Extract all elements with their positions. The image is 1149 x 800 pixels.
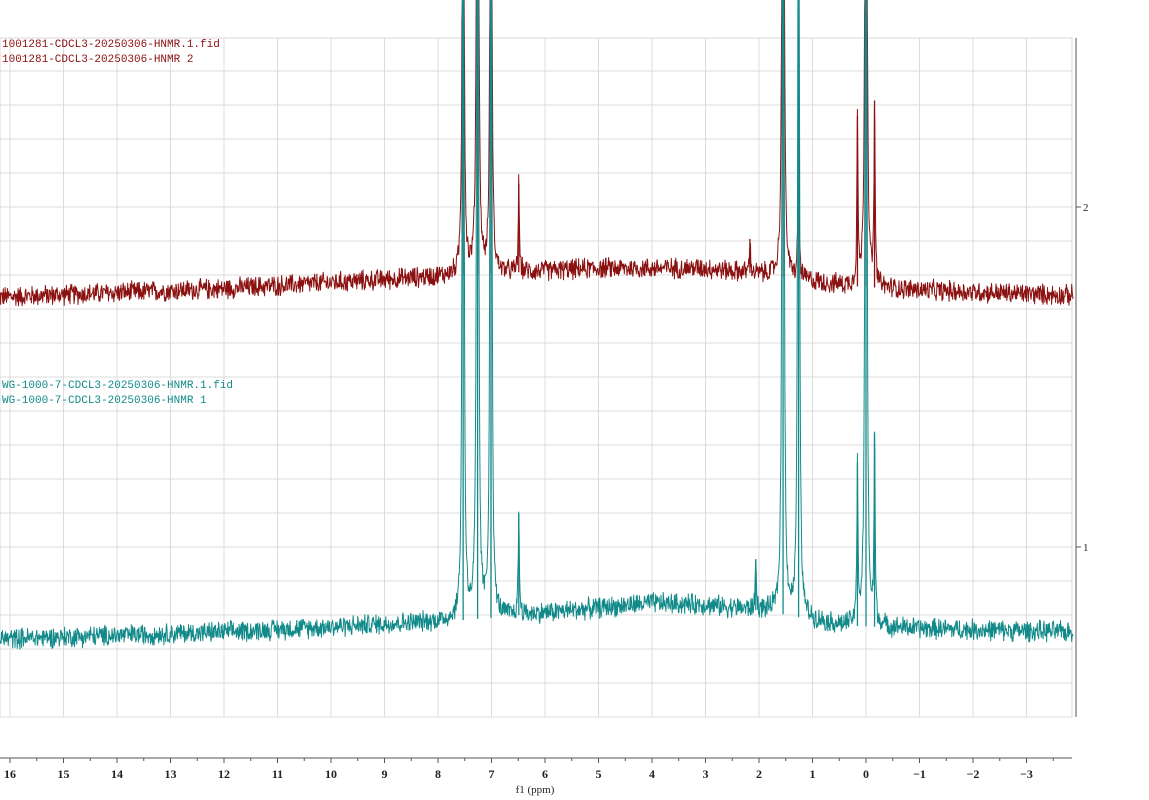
x-tick-label: 1 xyxy=(810,767,816,781)
y-axis: 12 xyxy=(1075,38,1089,717)
x-tick-label: −1 xyxy=(913,767,926,781)
x-tick-label: 9 xyxy=(382,767,388,781)
x-tick-label: 5 xyxy=(596,767,602,781)
x-tick-label: 10 xyxy=(325,767,337,781)
x-tick-label: 3 xyxy=(703,767,709,781)
x-axis-label: f1 (ppm) xyxy=(516,784,555,796)
y-tick-label: 1 xyxy=(1083,542,1089,554)
x-axis: 16 15 14 13 12 11 10 9 8 7 6 5 4 3 2 1 0 −1 −2 −3 xyxy=(0,757,1072,781)
y-tick-label: 2 xyxy=(1083,202,1089,214)
x-tick-label: 13 xyxy=(165,767,177,781)
x-tick-label: 15 xyxy=(58,767,70,781)
spectra xyxy=(0,0,1074,650)
legend-series-1: 1001281-CDCL3-20250306-HNMR.1.fid 100128… xyxy=(2,39,220,66)
spectrum-series-2 xyxy=(0,0,1074,650)
legend-label: 1001281-CDCL3-20250306-HNMR.1.fid xyxy=(2,39,220,51)
x-tick-label: 8 xyxy=(435,767,441,781)
x-tick-label: 0 xyxy=(863,767,869,781)
x-tick-label: 4 xyxy=(649,767,655,781)
x-tick-label: 6 xyxy=(542,767,548,781)
x-tick-label: −2 xyxy=(967,767,980,781)
legend-series-2: WG-1000-7-CDCL3-20250306-HNMR.1.fid WG-1… xyxy=(2,380,233,407)
x-tick-label: 12 xyxy=(218,767,230,781)
x-tick-label: 16 xyxy=(4,767,16,781)
x-tick-label: 14 xyxy=(111,767,123,781)
spectrum-line xyxy=(0,0,1074,307)
legend-label: 1001281-CDCL3-20250306-HNMR 2 xyxy=(2,54,193,66)
legend-label: WG-1000-7-CDCL3-20250306-HNMR 1 xyxy=(2,395,207,407)
x-tick-label: 11 xyxy=(272,767,283,781)
legend-label: WG-1000-7-CDCL3-20250306-HNMR.1.fid xyxy=(2,380,233,392)
spectrum-line xyxy=(0,0,1074,650)
x-tick-label: 7 xyxy=(489,767,495,781)
x-tick-label: −3 xyxy=(1020,767,1033,781)
x-tick-label: 2 xyxy=(756,767,762,781)
